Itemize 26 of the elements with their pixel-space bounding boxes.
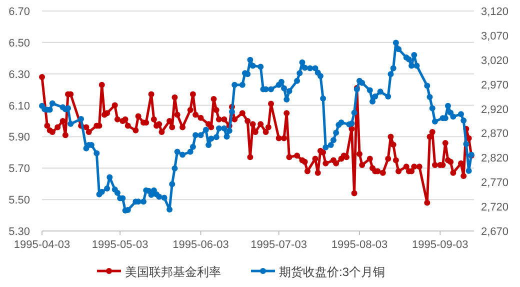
y-tick-label: 6.30	[8, 68, 30, 81]
y2-tick-label: 2,970	[481, 79, 509, 92]
y-tick-label: 5.70	[8, 163, 30, 176]
x-tick-label: 1995-06-03	[172, 239, 229, 251]
y-tick-label: 6.50	[8, 37, 30, 50]
y2-tick-label: 3,070	[481, 30, 509, 42]
x-tick-label: 1995-08-03	[331, 239, 388, 251]
x-tick-label: 1995-07-03	[250, 239, 307, 251]
y-tick-label: 6.70	[8, 6, 30, 18]
y2-tick-label: 2,870	[481, 128, 509, 140]
y2-tick-label: 2,770	[481, 177, 509, 190]
y-tick-label: 5.30	[8, 226, 30, 238]
x-tick-label: 1995-09-03	[412, 239, 468, 251]
y-tick-label: 6.10	[8, 100, 30, 112]
y2-tick-label: 2,920	[481, 104, 509, 116]
y-tick-label: 5.50	[8, 194, 30, 207]
y-tick-label: 5.90	[8, 132, 30, 144]
y2-tick-label: 2,720	[481, 202, 509, 214]
y2-tick-label: 3,120	[481, 6, 509, 18]
x-tick-label: 1995-04-03	[14, 239, 70, 251]
y2-tick-label: 2,670	[481, 226, 509, 238]
y2-tick-label: 2,820	[481, 152, 509, 165]
legend-label: 期货收盘价:3个月铜	[279, 265, 386, 279]
legend-label: 美国联邦基金利率	[125, 265, 221, 279]
x-tick-label: 1995-05-03	[92, 239, 148, 251]
y2-tick-label: 3,020	[481, 54, 509, 67]
